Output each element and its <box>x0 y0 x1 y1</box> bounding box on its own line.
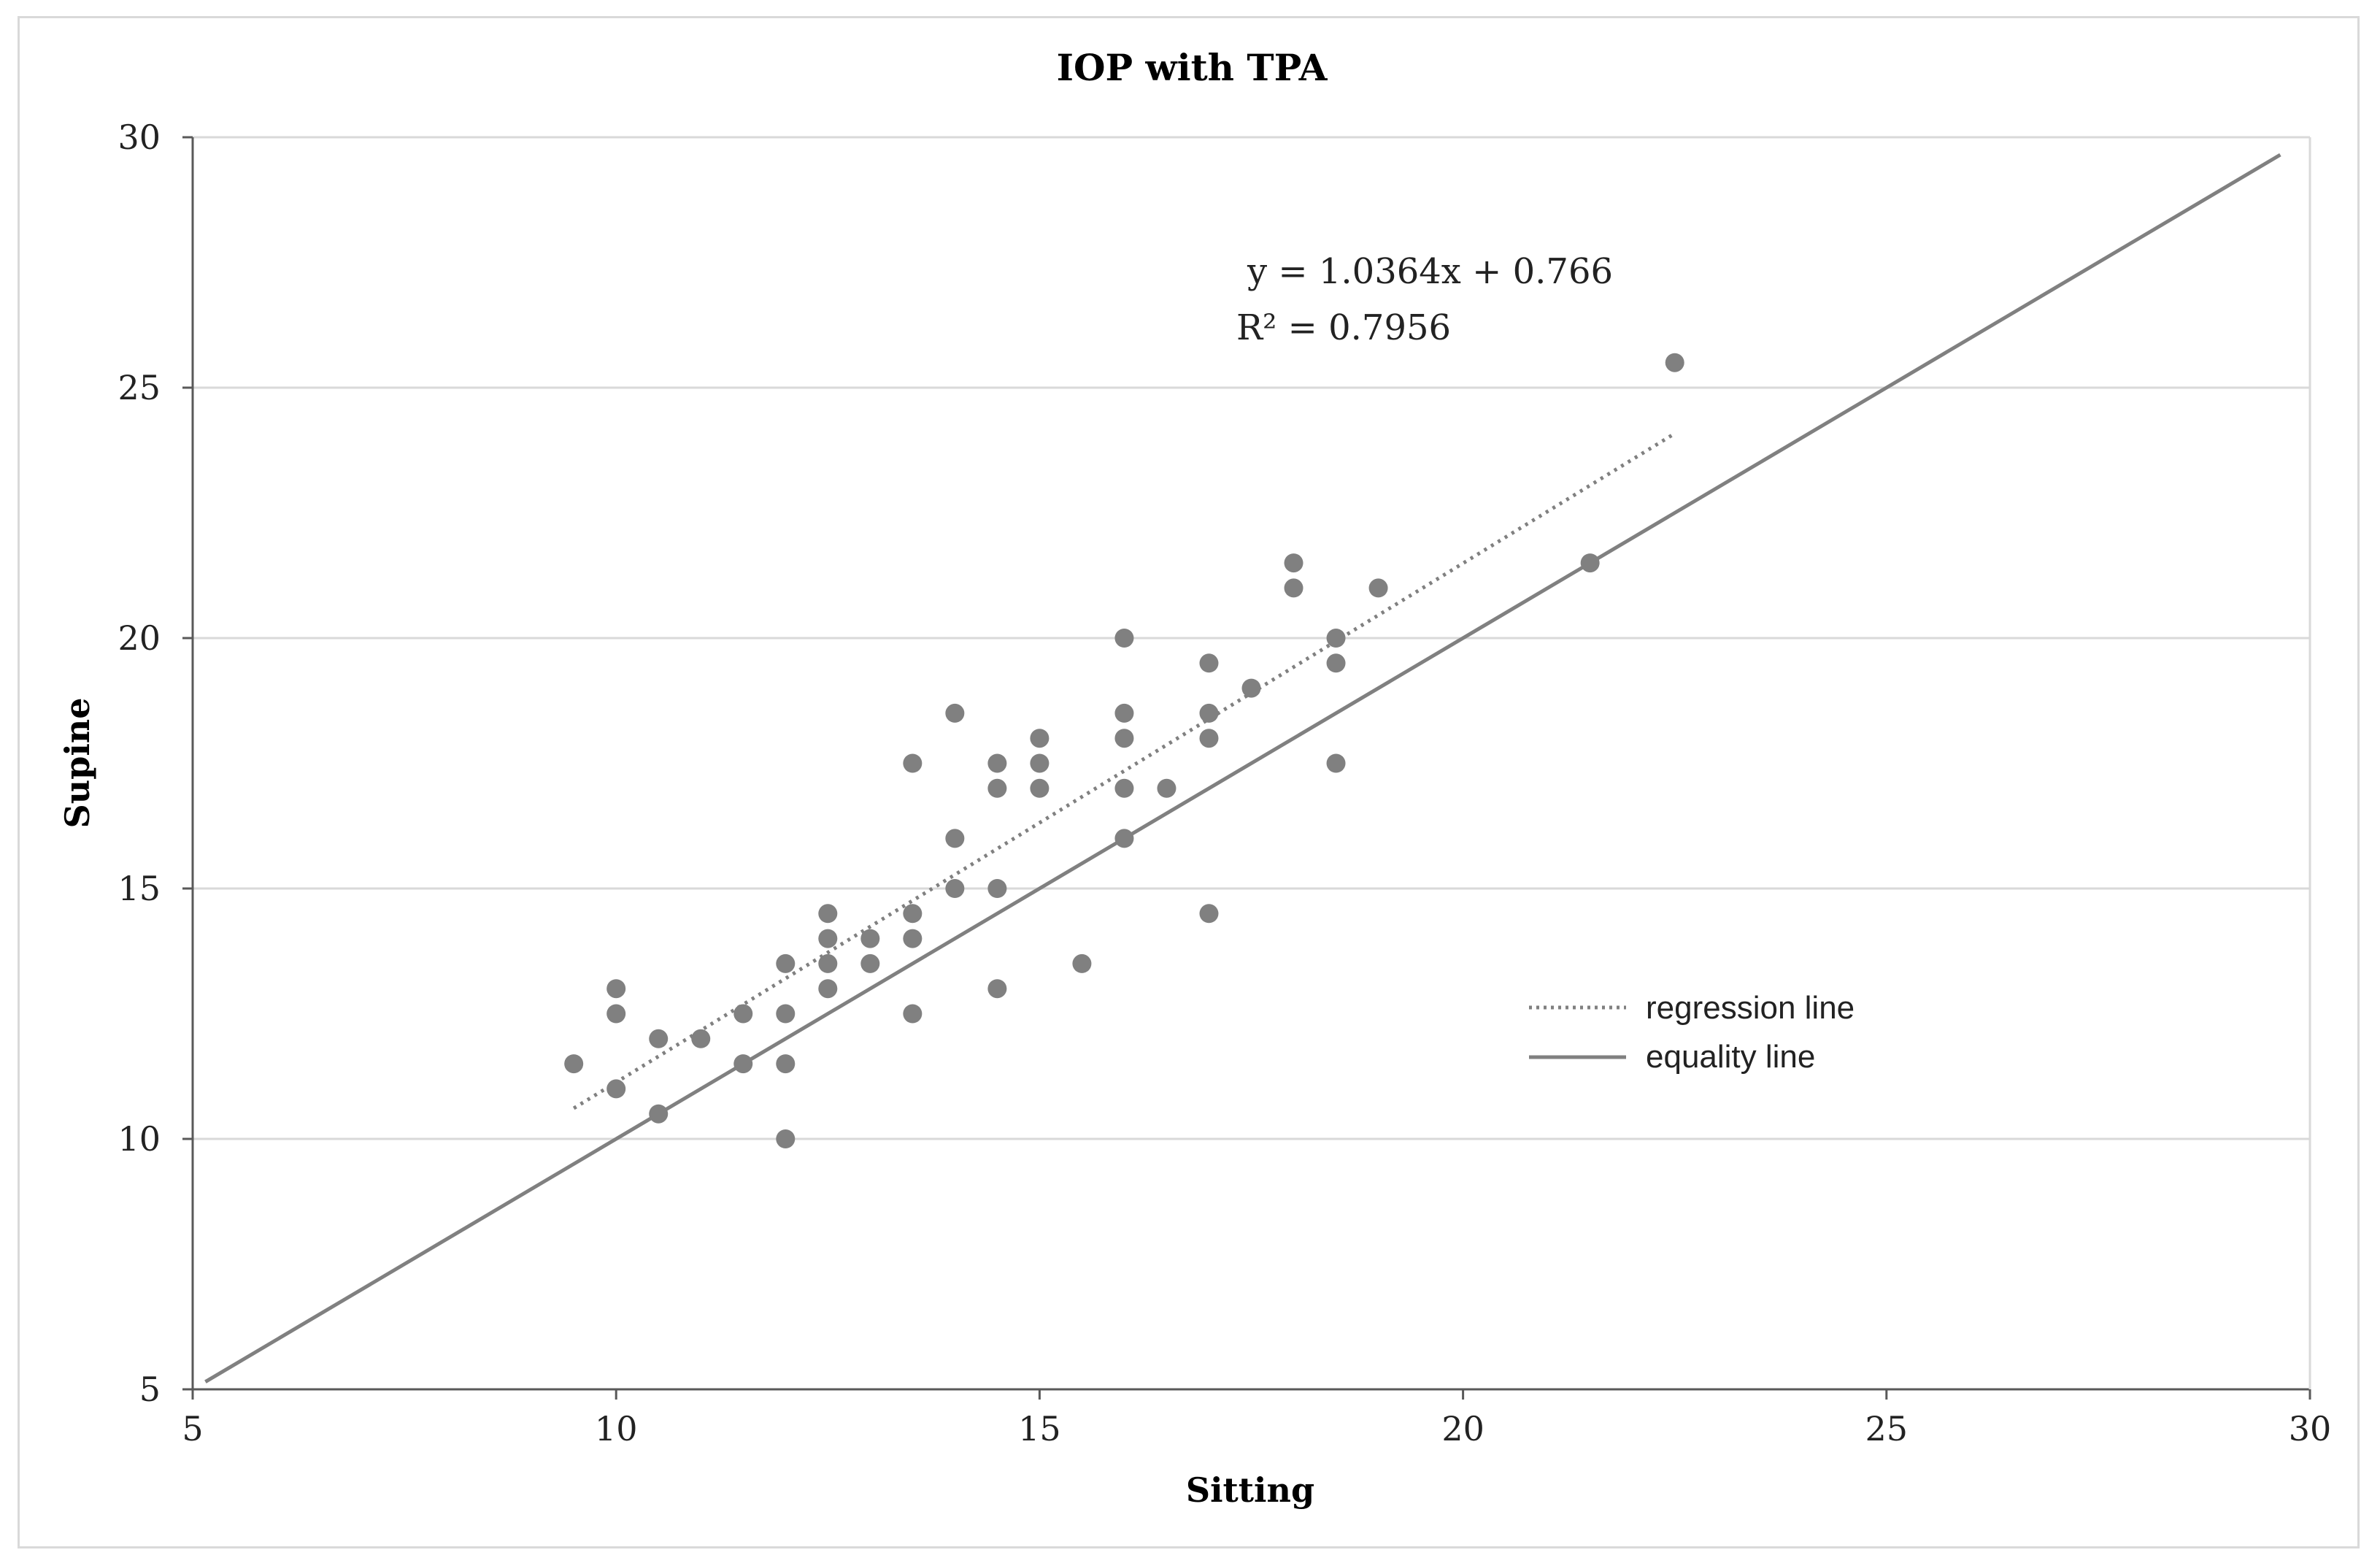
data-point <box>860 953 880 973</box>
data-point <box>776 1004 796 1024</box>
data-point <box>1030 778 1050 798</box>
data-point <box>1665 353 1684 372</box>
data-point <box>903 904 923 924</box>
data-point <box>1114 729 1134 748</box>
gridlines <box>193 136 2310 1140</box>
data-point <box>903 929 923 948</box>
trend-lines <box>204 153 2281 1383</box>
data-points <box>564 353 1684 1148</box>
r-squared-label: R² = 0.7956 <box>1236 307 1451 348</box>
data-point <box>776 953 796 973</box>
data-point <box>1580 553 1600 573</box>
data-point <box>987 879 1007 898</box>
y-tick-label-20: 20 <box>118 618 161 658</box>
data-point <box>1157 778 1176 798</box>
data-point <box>1326 629 1346 648</box>
data-point <box>1114 629 1134 648</box>
data-point <box>1199 729 1219 748</box>
data-point <box>1326 753 1346 773</box>
x-tick-label-15: 15 <box>1018 1409 1061 1448</box>
data-point <box>1030 729 1050 748</box>
axes <box>182 136 2311 1400</box>
data-point <box>1199 703 1219 723</box>
data-point <box>945 879 965 898</box>
y-tick-label-10: 10 <box>118 1119 161 1159</box>
data-point <box>860 929 880 948</box>
data-point <box>564 1054 584 1074</box>
y-tick-label-5: 5 <box>139 1370 161 1409</box>
data-point <box>1326 653 1346 673</box>
data-point <box>903 1004 923 1024</box>
chart-frame <box>18 16 2360 1548</box>
data-point <box>987 753 1007 773</box>
data-point <box>649 1029 669 1048</box>
data-point <box>818 929 838 948</box>
data-point <box>649 1104 669 1124</box>
data-point <box>1199 904 1219 924</box>
x-tick-label-5: 5 <box>182 1409 203 1448</box>
regression-line <box>572 431 1676 1110</box>
equality-line <box>204 153 2281 1383</box>
x-tick-label-30: 30 <box>2289 1409 2332 1448</box>
x-axis-title: Sitting <box>1186 1470 1314 1510</box>
data-point <box>776 1129 796 1148</box>
data-point <box>691 1029 711 1048</box>
data-point <box>1114 703 1134 723</box>
legend-regression-label: regression line <box>1646 990 1855 1026</box>
data-point <box>945 829 965 848</box>
y-tick-label-15: 15 <box>118 869 161 908</box>
data-point <box>733 1004 753 1024</box>
data-point <box>606 979 626 999</box>
data-point <box>818 904 838 924</box>
data-point <box>987 778 1007 798</box>
y-tick-label-30: 30 <box>118 118 161 157</box>
data-point <box>1284 553 1303 573</box>
data-point <box>1030 753 1050 773</box>
data-point <box>1114 829 1134 848</box>
data-point <box>606 1079 626 1099</box>
x-tick-label-20: 20 <box>1441 1409 1484 1448</box>
data-point <box>606 1004 626 1024</box>
data-point <box>1114 778 1134 798</box>
y-axis-title: Supine <box>58 697 97 828</box>
tick-labels: 5 10 15 20 25 30 5 10 15 20 25 30 <box>118 118 2331 1448</box>
legend-equality-label: equality line <box>1646 1039 1815 1075</box>
data-point <box>818 953 838 973</box>
data-point <box>1284 578 1303 598</box>
x-tick-label-10: 10 <box>595 1409 638 1448</box>
regression-equation: y = 1.0364x + 0.766 <box>1247 251 1613 292</box>
data-point <box>1199 653 1219 673</box>
data-point <box>818 979 838 999</box>
data-point <box>945 703 965 723</box>
data-point <box>1072 953 1092 973</box>
data-point <box>987 979 1007 999</box>
data-point <box>733 1054 753 1074</box>
data-point <box>1368 578 1388 598</box>
data-point <box>776 1054 796 1074</box>
y-tick-label-25: 25 <box>118 368 161 407</box>
chart-title: IOP with TPA <box>1057 46 1328 89</box>
legend: regression line equality line <box>1529 990 1855 1075</box>
x-tick-label-25: 25 <box>1865 1409 1909 1448</box>
data-point <box>1241 678 1261 698</box>
data-point <box>903 753 923 773</box>
